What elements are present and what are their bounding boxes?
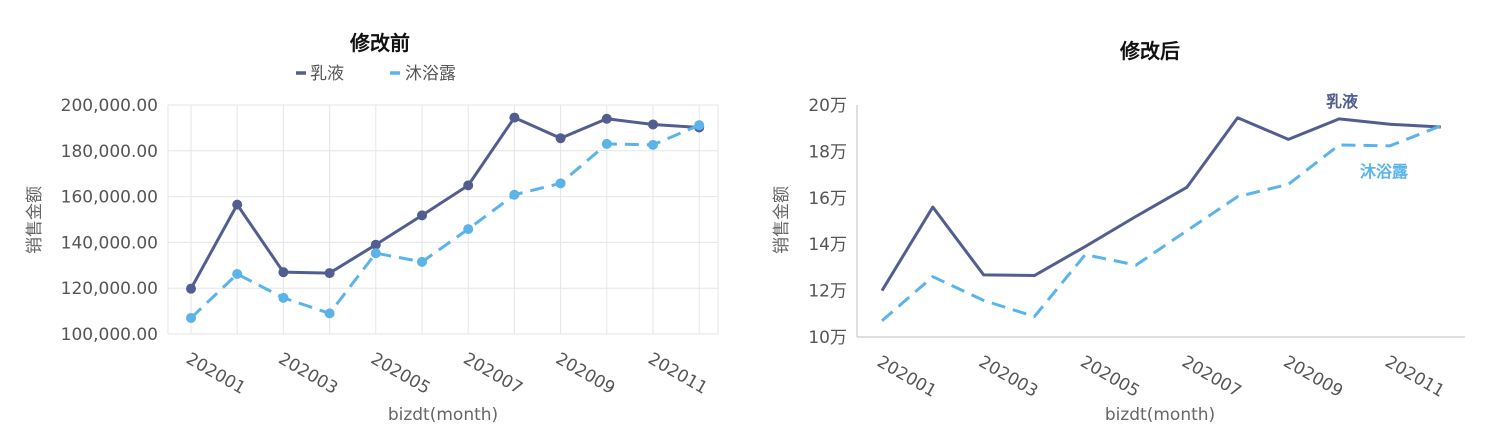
y-tick-label: 10万 <box>808 328 847 348</box>
y-tick-label: 140,000.00 <box>61 233 158 253</box>
y-tick-label: 16万 <box>808 189 847 209</box>
x-tick-label: 202009 <box>552 349 618 399</box>
legend-label-series-1: 乳液 <box>310 64 344 84</box>
series-line-1 <box>880 116 1441 292</box>
data-point <box>278 292 289 303</box>
chart-title: 修改前 <box>349 31 410 55</box>
y-tick-label: 12万 <box>808 282 847 302</box>
data-point <box>186 283 196 294</box>
data-point <box>601 113 612 124</box>
x-tick-label: 202007 <box>1178 352 1244 402</box>
chart-title: 修改后 <box>1119 39 1180 63</box>
x-tick-label: 202011 <box>645 349 711 399</box>
legend-label-series-2: 沐浴露 <box>405 64 456 84</box>
legend: 乳液 沐浴露 <box>296 64 456 84</box>
data-point <box>555 133 566 144</box>
data-point <box>601 138 612 149</box>
x-tick-label: 202001 <box>183 349 249 399</box>
y-tick-label: 14万 <box>808 235 847 255</box>
series-end-label-2: 沐浴露 <box>1360 162 1409 181</box>
data-point <box>417 256 427 267</box>
x-tick-label: 202001 <box>874 352 940 402</box>
y-tick-label: 120,000.00 <box>61 279 158 299</box>
data-point <box>232 269 243 280</box>
y-tick-label: 180,000.00 <box>61 142 158 162</box>
x-axis-ticks: 202001 202003 202005 202007 202009 202011 <box>874 352 1448 402</box>
data-point <box>278 267 289 278</box>
x-axis-label: bizdt(month) <box>388 405 498 425</box>
y-axis-ticks: 10万 12万 14万 16万 18万 20万 <box>808 96 847 348</box>
series-group <box>880 116 1442 322</box>
y-axis-ticks: 100,000.00 120,000.00 140,000.00 160,000.00… <box>61 96 158 345</box>
chart-after: 修改后 销售金额 bizdt(month) 10万 12万 14万 16万 18万 20万… <box>772 39 1465 425</box>
data-point <box>648 119 658 130</box>
data-point <box>232 199 243 210</box>
data-point <box>463 180 474 191</box>
data-point <box>417 210 427 221</box>
chart-before: 修改前 乳液 沐浴露 销售金额 bizdt(month) 100,000.001… <box>25 31 719 425</box>
series-line-2 <box>881 124 1442 322</box>
data-point <box>370 248 381 259</box>
x-tick-label: 202007 <box>460 349 526 399</box>
data-point <box>324 308 335 319</box>
data-point <box>463 224 474 235</box>
grid-lines <box>167 104 719 335</box>
series-line-2 <box>189 123 700 320</box>
y-tick-label: 160,000.00 <box>61 188 158 208</box>
x-tick-label: 202009 <box>1280 352 1346 402</box>
series-line-1 <box>189 116 700 290</box>
y-tick-label: 20万 <box>808 96 847 116</box>
data-point <box>648 139 658 150</box>
x-tick-label: 202005 <box>1077 352 1143 402</box>
axis-lines <box>856 105 1465 338</box>
x-tick-label: 202003 <box>975 352 1041 402</box>
data-point <box>324 268 335 279</box>
series-group <box>186 112 705 323</box>
y-axis-label: 销售金额 <box>25 186 45 254</box>
data-point <box>186 312 196 323</box>
x-tick-label: 202005 <box>367 349 433 399</box>
x-tick-label: 202003 <box>275 349 341 399</box>
x-axis-label: bizdt(month) <box>1105 405 1215 425</box>
data-point <box>555 178 566 189</box>
data-point <box>509 112 520 123</box>
y-tick-label: 18万 <box>808 142 847 162</box>
data-point <box>370 239 381 250</box>
x-tick-label: 202011 <box>1382 352 1448 402</box>
y-tick-label: 200,000.00 <box>61 96 158 116</box>
data-point <box>509 189 520 200</box>
y-axis-label: 销售金额 <box>772 186 792 254</box>
x-axis-ticks: 202001 202003 202005 202007 202009 202011 <box>183 349 711 399</box>
series-end-label-1: 乳液 <box>1326 92 1359 111</box>
data-point <box>694 120 705 131</box>
y-tick-label: 100,000.00 <box>61 325 158 345</box>
